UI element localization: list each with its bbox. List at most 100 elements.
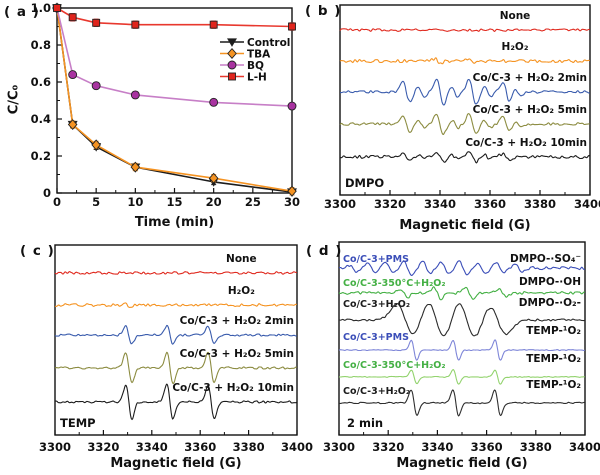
marker-diamond [287,185,297,197]
epr-trace-d-5 [338,389,585,417]
x-tick-label: 3340 [421,440,453,454]
panel-b-plot: 3300 3320 3340 3360 3380 3400 None H₂O₂ Co/C-3 +… [324,4,600,211]
marker-circle [68,70,78,80]
plot-frame [56,7,293,194]
epr-trace-c-3 [54,351,297,385]
trace-label-right: DMPO-·SO₄⁻ [510,253,581,265]
y-tick-label: 0 [43,186,51,200]
marker-circle [91,81,101,91]
x-tick-label: 3340 [424,197,456,211]
x-tick-label: 3380 [233,440,265,454]
marker-circle [209,97,219,107]
panel-d-corner-label: 2 min [347,416,384,430]
panel-c-plot: 3300 3320 3340 3360 3380 3400 None H₂O₂ Co/C-3 +… [39,244,313,454]
marker-diamond [208,172,219,184]
epr-trace-b-1 [339,57,591,65]
series-line-TBA [56,7,293,192]
marker-square [53,4,61,12]
epr-trace-b-2 [340,78,590,106]
panel-a-plot: 0 5 10 15 20 25 30 0 0.2 0.4 0.6 0.8 1.0 ControlTBABQ… [31,1,300,209]
trace-label-left: Co/C-3+H₂O₂ [343,386,410,397]
legend-label-TBA: TBA [247,48,271,60]
panel-a-xlabel: Time (min) [134,215,215,230]
x-tick-label: 3380 [520,440,552,454]
marker-square [209,20,218,29]
epr-trace-c-2 [54,324,297,345]
trace-label: Co/C-3 + H₂O₂ 10min [172,382,294,394]
trace-label: Co/C-3 + H₂O₂ 10min [465,137,587,149]
x-tick-label: 5 [92,195,100,209]
marker-circle [227,60,237,70]
trace-label-right: TEMP-¹O₂ [526,379,581,391]
y-tick-label: 1.0 [31,1,51,15]
marker-diamond [91,139,101,151]
x-tick-label: 3340 [136,440,168,454]
y-tick-label: 0.2 [31,149,51,163]
y-tick-label: 0.8 [31,38,51,52]
trace-label: None [500,10,531,22]
trace-label: H₂O₂ [228,285,255,297]
trace-label-right: DMPO-·OH [519,276,581,288]
marker-square [92,18,101,27]
x-tick-label: 3360 [184,440,216,454]
trace-label-right: TEMP-¹O₂ [526,325,581,337]
panel-b-tag: ( b ) [305,3,342,19]
series-line-BQ [56,7,293,107]
trace-label-left: Co/C-3+H₂O₂ [343,299,410,310]
trace-label-left: Co/C-3-350°C+H₂O₂ [343,278,446,289]
trace-label-right: TEMP-¹O₂ [526,353,581,365]
marker-circle [130,90,140,100]
trace-label-left: Co/C-3+PMS [343,332,409,343]
marker-square [228,72,236,81]
epr-trace-d-3 [338,339,585,361]
series-line-Control [56,7,293,193]
trace-label-right: DMPO-·O₂- [519,297,581,309]
epr-trace-c-4 [54,383,298,421]
x-tick-label: 3320 [87,440,119,454]
panel-d-xlabel: Magnetic field (G) [396,456,528,471]
panel-b-corner-label: DMPO [345,176,385,190]
epr-trace-b-4 [339,151,590,164]
trace-label: H₂O₂ [502,41,529,53]
legend-label-BQ: BQ [247,60,264,72]
legend-label-L-H: L-H [247,71,267,83]
x-tick-label: 0 [53,195,61,209]
trace-label: None [226,253,257,265]
panel-a-ylabel: C/C₀ [6,84,22,115]
epr-trace-b-3 [339,113,590,135]
panel-c-xlabel: Magnetic field (G) [110,456,242,471]
trace-label-left: Co/C-3-350°C+H₂O₂ [343,360,446,371]
x-tick-label: 3300 [323,440,355,454]
panel-d-tag: ( d ) [306,243,343,259]
x-tick-label: 10 [127,195,143,209]
epr-trace-c-1 [54,302,298,308]
legend-label-Control: Control [247,37,290,49]
trace-label: Co/C-3 + H₂O₂ 5min [180,348,294,360]
marker-circle [287,101,297,111]
x-tick-label: 3400 [569,440,600,454]
x-tick-label: 30 [284,195,300,209]
epr-trace-d-1 [338,286,585,301]
x-tick-label: 3360 [474,197,506,211]
y-tick-label: 0.4 [31,112,51,126]
x-tick-label: 20 [206,195,222,209]
epr-trace-c-0 [54,271,297,275]
x-tick-label: 3380 [524,197,556,211]
marker-square [131,20,140,29]
panel-d-plot: 3300 3320 3340 3360 3380 3400 Co/C-3+PMS DMPO-·… [323,241,600,454]
marker-square [68,13,77,22]
epr-trace-d-4 [338,369,585,385]
trace-label: Co/C-3 + H₂O₂ 5min [473,104,587,116]
marker-diamond [130,161,141,173]
marker-square [288,22,296,31]
x-tick-label: 3360 [471,440,503,454]
y-tick-label: 0.6 [31,75,51,89]
x-tick-label: 3320 [374,197,406,211]
plot-frame [339,4,591,196]
marker-diamond [227,48,237,59]
x-tick-label: 3400 [281,440,313,454]
x-tick-label: 25 [245,195,261,209]
trace-label: Co/C-3 + H₂O₂ 2min [180,315,294,327]
epr-trace-b-0 [339,28,590,32]
